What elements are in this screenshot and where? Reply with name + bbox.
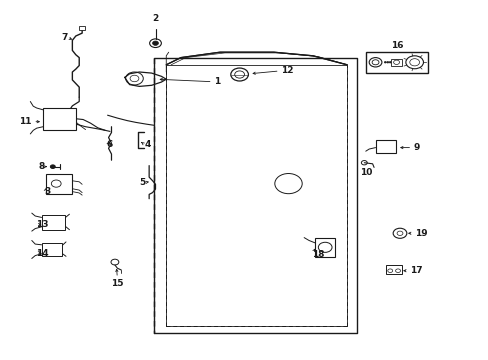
Text: 16: 16 bbox=[390, 41, 403, 50]
Bar bbox=[46, 174, 72, 194]
Text: 11: 11 bbox=[19, 117, 31, 126]
Text: 6: 6 bbox=[106, 140, 113, 149]
Text: 1: 1 bbox=[213, 77, 220, 86]
Text: 5: 5 bbox=[139, 178, 145, 187]
Text: 8: 8 bbox=[38, 162, 44, 171]
Bar bbox=[41, 215, 65, 230]
Bar bbox=[41, 243, 62, 256]
Text: 15: 15 bbox=[111, 279, 123, 288]
Bar bbox=[375, 140, 395, 153]
Text: 12: 12 bbox=[281, 66, 293, 76]
Text: 2: 2 bbox=[152, 14, 158, 23]
Text: 10: 10 bbox=[359, 168, 371, 177]
Text: 17: 17 bbox=[409, 266, 422, 275]
Circle shape bbox=[386, 62, 388, 63]
Circle shape bbox=[384, 62, 386, 63]
Text: 3: 3 bbox=[44, 187, 50, 196]
Text: 7: 7 bbox=[61, 33, 68, 42]
Text: 14: 14 bbox=[36, 249, 49, 258]
Circle shape bbox=[388, 62, 390, 63]
Bar bbox=[386, 265, 401, 274]
Bar bbox=[390, 59, 401, 66]
Text: 18: 18 bbox=[311, 250, 324, 259]
Circle shape bbox=[50, 165, 55, 168]
Circle shape bbox=[152, 41, 158, 45]
Bar bbox=[365, 52, 427, 73]
Bar bbox=[315, 238, 334, 257]
Text: 19: 19 bbox=[414, 229, 427, 238]
Bar bbox=[79, 26, 85, 30]
Text: 4: 4 bbox=[144, 140, 150, 149]
Text: 13: 13 bbox=[36, 220, 49, 229]
Text: 9: 9 bbox=[412, 143, 419, 152]
Bar bbox=[43, 108, 76, 130]
